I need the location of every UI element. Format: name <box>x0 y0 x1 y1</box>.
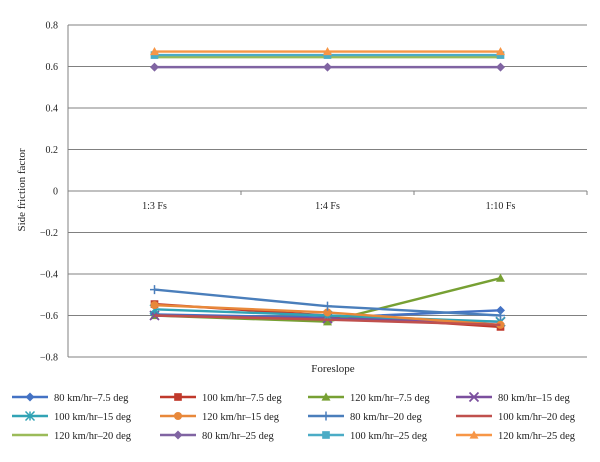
series <box>154 314 501 327</box>
legend-item: 120 km/hr–25 deg <box>456 430 576 442</box>
legend-label: 100 km/hr–15 deg <box>54 412 132 423</box>
legend-item: 80 km/hr–15 deg <box>456 391 570 404</box>
series <box>150 301 505 329</box>
y-tick-label: 0 <box>53 187 58 198</box>
y-tick-label: −0.4 <box>40 270 58 281</box>
data-point <box>150 47 159 56</box>
data-point <box>323 317 332 326</box>
y-tick-label: −0.8 <box>40 353 58 364</box>
data-point <box>321 392 331 401</box>
data-point <box>496 62 505 72</box>
legend-label: 80 km/hr–15 deg <box>498 393 570 404</box>
legend-item: 80 km/hr–20 deg <box>308 411 422 423</box>
series <box>150 62 505 72</box>
data-point <box>174 393 182 401</box>
data-point <box>496 320 505 329</box>
legend-label: 80 km/hr–7.5 deg <box>54 393 129 404</box>
data-point <box>150 301 159 310</box>
y-tick-label: −0.6 <box>40 311 58 322</box>
legend-item: 80 km/hr–25 deg <box>160 430 274 442</box>
y-tick-label: −0.2 <box>40 228 58 239</box>
series <box>150 47 505 56</box>
data-point <box>323 308 332 317</box>
legend-label: 120 km/hr–15 deg <box>202 412 280 423</box>
data-point <box>469 430 479 439</box>
data-point <box>150 285 159 295</box>
series <box>150 285 505 320</box>
legend-label: 120 km/hr–20 deg <box>54 431 132 442</box>
x-axis-title: Foreslope <box>311 363 355 375</box>
y-tick-label: 0.6 <box>46 62 59 73</box>
data-point <box>173 430 183 440</box>
y-tick-label: 0.8 <box>46 21 59 32</box>
legend-item: 100 km/hr–25 deg <box>308 431 428 442</box>
data-point <box>323 301 332 311</box>
legend-item: 100 km/hr–15 deg <box>12 410 132 423</box>
data-point <box>496 273 505 282</box>
data-point <box>150 62 159 72</box>
legend-label: 100 km/hr–7.5 deg <box>202 393 282 404</box>
legend-label: 120 km/hr–7.5 deg <box>350 393 430 404</box>
legend-item: 100 km/hr–7.5 deg <box>160 393 282 404</box>
legend-item: 100 km/hr–20 deg <box>456 412 576 423</box>
legend-label: 80 km/hr–25 deg <box>202 431 274 442</box>
series-group <box>149 47 506 331</box>
data-point <box>496 305 505 315</box>
legend: 80 km/hr–7.5 deg 100 km/hr–7.5 deg 120 km/… <box>12 391 576 442</box>
legend-label: 100 km/hr–20 deg <box>498 412 576 423</box>
data-point <box>321 411 331 421</box>
data-point <box>173 411 183 421</box>
x-tick-label: 1:10 Fs <box>486 201 516 212</box>
data-point <box>24 410 36 422</box>
x-tick-label: 1:3 Fs <box>142 201 167 212</box>
series-line <box>154 314 501 327</box>
y-axis-ticks: 0.8 0.6 0.4 0.2 0 −0.2 −0.4 −0.6 −0.8 <box>40 21 58 364</box>
data-point <box>496 311 505 320</box>
data-point <box>468 391 480 403</box>
y-axis-title: Side friction factor <box>16 148 28 231</box>
legend-item: 120 km/hr–7.5 deg <box>308 392 430 404</box>
legend-label: 100 km/hr–25 deg <box>350 431 428 442</box>
data-point <box>496 47 505 56</box>
data-point <box>323 47 332 56</box>
data-point <box>323 62 332 72</box>
x-axis-ticks: 1:3 Fs 1:4 Fs 1:10 Fs <box>142 201 515 212</box>
x-tick-label: 1:4 Fs <box>315 201 340 212</box>
y-tick-label: 0.4 <box>46 104 59 115</box>
legend-item: 120 km/hr–15 deg <box>160 411 280 423</box>
legend-item: 120 km/hr–20 deg <box>12 431 132 442</box>
y-tick-label: 0.2 <box>46 145 59 156</box>
data-point <box>25 392 35 402</box>
legend-label: 80 km/hr–20 deg <box>350 412 422 423</box>
legend-item: 80 km/hr–7.5 deg <box>12 392 129 404</box>
data-point <box>322 431 330 439</box>
legend-label: 120 km/hr–25 deg <box>498 431 576 442</box>
